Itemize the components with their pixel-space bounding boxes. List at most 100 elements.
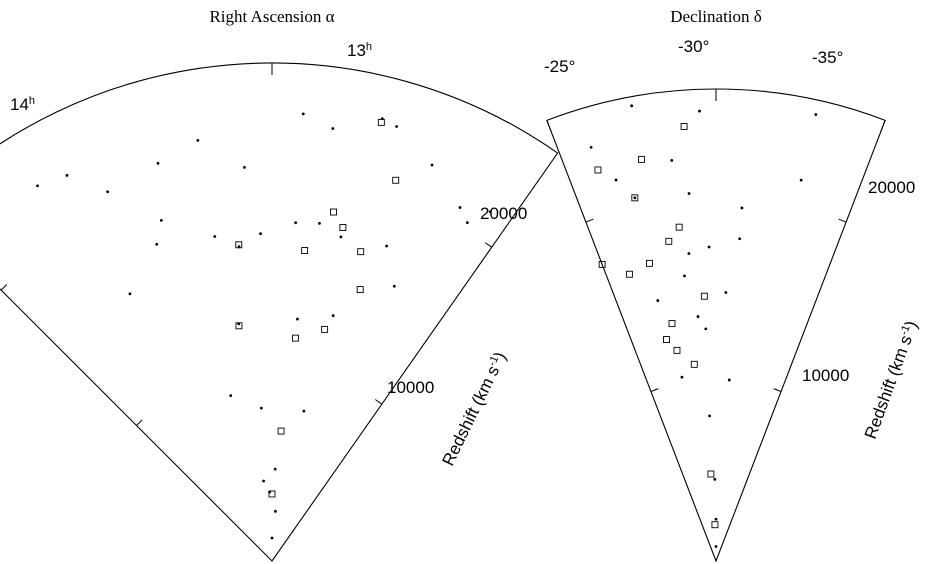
ra-square-marker [235,322,243,330]
dec-square-marker [663,336,670,343]
ra-square-marker [339,224,347,231]
dec-square-marker [668,320,676,328]
ra-square-marker [321,325,329,333]
dec-square-marker [680,123,688,130]
ra-galaxy-dot [156,161,160,165]
ra-galaxy-dot [395,125,398,128]
dec-radial-tick-mark [838,218,847,223]
dec-square-marker [638,155,646,163]
dec-galaxy-dot [696,315,700,318]
dec-square-marker [646,259,653,267]
ra-galaxy-dot [159,218,163,222]
ra-galaxy-dot [106,190,110,194]
ra-galaxy-dot [331,314,335,318]
dec-radial-tick-10000: 10000 [802,366,849,385]
ra-radial-tick-mark [484,242,493,248]
ra-square-marker [357,248,365,256]
ra-galaxy-dot [331,127,335,130]
dec-square-marker [700,292,708,300]
ra-square-marker [377,118,385,126]
right-ascension-points [36,112,492,540]
dec-radial-tick-20000: 20000 [868,178,915,197]
declination-ticks [546,89,886,392]
ra-square-marker [330,208,337,216]
ra-galaxy-dot [392,284,396,288]
dec-galaxy-dot [614,178,618,182]
ra-radial-tick-mark [0,284,8,291]
ra-galaxy-dot [274,509,277,513]
dec-galaxy-dot [708,414,712,418]
dec-galaxy-dot [738,237,742,241]
dec-label-minus25: -25° [544,57,575,76]
dec-angle-tick-mark [880,120,886,132]
right-ascension-wedge: Right Ascension α 14h 13h 10000 20000 Re… [0,7,559,562]
ra-galaxy-dot [262,479,265,483]
ra-galaxy-dot [155,242,159,246]
dec-galaxy-dot [687,192,691,195]
dec-galaxy-dot [687,252,691,255]
dec-label-minus30: -30° [678,37,709,56]
right-ascension-wedge-outline [0,62,559,562]
dec-angle-tick-mark [546,120,552,132]
ra-galaxy-dot [65,174,69,177]
ra-galaxy-dot [430,163,434,167]
dec-galaxy-dot [707,245,711,249]
dec-radial-axis-label: Redshift (km s-1) [861,318,921,441]
declination-wedge-outline [546,88,886,563]
ra-galaxy-dot [229,394,233,397]
ra-radial-tick-20000: 20000 [480,204,527,223]
dec-square-marker [707,470,715,478]
dec-square-marker [631,194,639,202]
ra-galaxy-dot [128,292,132,296]
dec-galaxy-dot [714,517,718,521]
declination-title: Declination δ [670,7,762,26]
ra-radial-tick-mark [375,399,383,405]
ra-square-marker [392,176,400,184]
dec-galaxy-dot [670,159,674,162]
dec-galaxy-dot [633,196,637,200]
ra-galaxy-dot [385,244,389,248]
dec-square-marker [625,270,633,278]
ra-square-marker [356,286,364,294]
ra-galaxy-dot [318,221,321,225]
dec-label-minus35: -35° [812,48,843,67]
ra-galaxy-dot [339,235,343,239]
dec-square-marker [675,223,683,231]
dec-galaxy-dot [589,145,593,149]
dec-radial-tick-mark [773,388,782,392]
dec-radial-tick-mark [650,388,659,392]
ra-square-marker [268,490,276,498]
dec-galaxy-dot [814,113,818,116]
ra-radial-tick-10000: 10000 [387,378,434,397]
ra-galaxy-dot [213,235,217,238]
dec-galaxy-dot [704,327,708,331]
ra-radial-axis-label: Redshift (km s-1) [439,349,510,469]
right-ascension-title: Right Ascension α [209,7,334,26]
ra-galaxy-dot [294,221,298,225]
dec-galaxy-dot [724,291,728,294]
dec-square-marker [594,166,602,174]
dec-galaxy-dot [698,109,701,113]
dec-galaxy-dot [727,378,731,382]
dec-galaxy-dot [714,545,718,548]
ra-square-marker [277,427,285,435]
ra-galaxy-dot [259,406,263,410]
dec-galaxy-dot [630,104,634,108]
ra-galaxy-dot [270,536,274,540]
ra-label-13h: 13h [347,41,372,60]
ra-galaxy-dot [458,206,462,209]
ra-galaxy-dot [296,317,299,321]
dec-galaxy-dot [799,178,803,182]
dec-square-marker [598,260,606,268]
ra-square-marker [235,241,243,249]
ra-galaxy-dot [301,112,305,116]
ra-galaxy-dot [243,165,246,169]
ra-galaxy-dot [259,232,262,236]
dec-square-marker [711,521,719,529]
dec-square-marker [665,237,673,245]
dec-radial-tick-mark [585,218,594,223]
dec-square-marker [690,360,698,368]
ra-galaxy-dot [273,467,277,471]
dec-galaxy-dot [740,206,744,210]
ra-galaxy-dot [36,184,39,188]
